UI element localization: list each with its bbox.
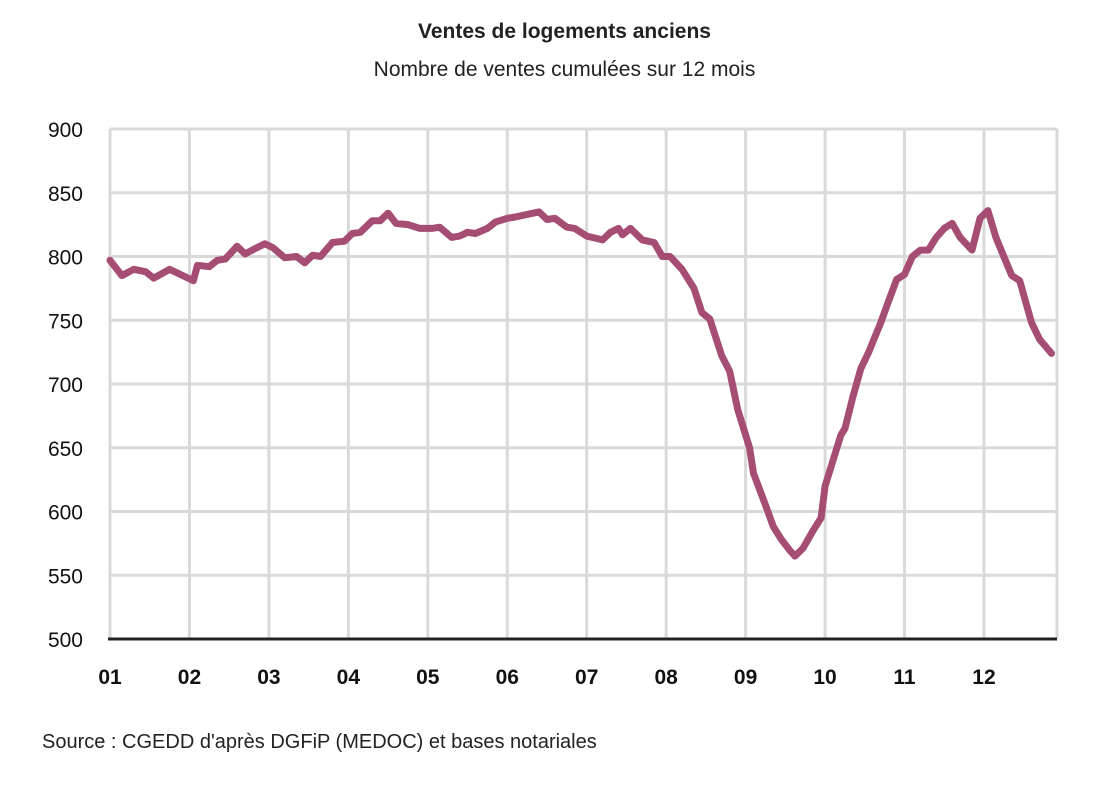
y-tick-label: 800 [48, 247, 83, 270]
chart-subtitle: Nombre de ventes cumulées sur 12 mois [373, 58, 756, 81]
y-tick-label: 900 [48, 119, 83, 142]
y-tick-label: 650 [48, 438, 83, 461]
x-tick-label: 09 [734, 666, 757, 689]
x-tick-label: 03 [257, 666, 280, 689]
y-tick-label: 550 [48, 565, 83, 588]
x-tick-label: 02 [178, 666, 201, 689]
x-tick-label: 06 [496, 666, 519, 689]
x-tick-label: 07 [575, 666, 598, 689]
x-tick-label: 10 [813, 666, 836, 689]
source-note: Source : CGEDD d'après DGFiP (MEDOC) et … [42, 731, 597, 753]
y-tick-label: 850 [48, 183, 83, 206]
y-tick-label: 700 [48, 374, 83, 397]
chart-title: Ventes de logements anciens [418, 20, 711, 43]
x-tick-label: 04 [337, 666, 361, 689]
x-tick-label: 05 [416, 666, 440, 689]
y-tick-label: 600 [48, 502, 83, 525]
x-tick-label: 08 [654, 666, 678, 689]
x-tick-label: 12 [972, 666, 995, 689]
x-tick-label: 11 [893, 666, 916, 689]
y-tick-label: 750 [48, 310, 83, 333]
x-tick-label: 01 [98, 666, 122, 689]
y-tick-label: 500 [48, 629, 83, 652]
